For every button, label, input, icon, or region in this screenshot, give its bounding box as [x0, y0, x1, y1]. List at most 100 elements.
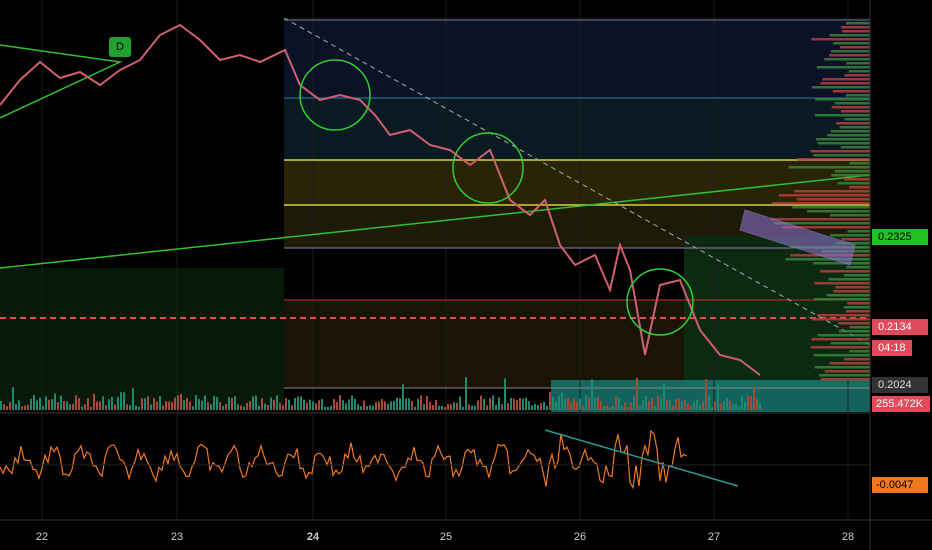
profile-bar [845, 22, 870, 25]
profile-bar [834, 170, 870, 173]
volume-bar [693, 402, 695, 410]
profile-bar [840, 46, 870, 49]
volume-bar [294, 397, 296, 410]
volume-bar [309, 399, 311, 410]
profile-bar [822, 78, 870, 81]
volume-bar [741, 395, 743, 410]
volume-bar [306, 402, 308, 410]
volume-bar [561, 392, 563, 410]
volume-bar [375, 402, 377, 410]
volume-bar [450, 404, 452, 410]
volume-bar [516, 400, 518, 410]
marker-label: D [116, 41, 124, 53]
volume-profile [770, 22, 870, 381]
profile-bar [846, 62, 870, 65]
volume-bar [330, 405, 332, 410]
volume-bar [222, 405, 224, 410]
profile-bar [830, 234, 870, 237]
profile-bar [838, 322, 870, 325]
profile-bar [849, 326, 870, 329]
volume-bar [429, 402, 431, 410]
volume-bar [423, 404, 425, 410]
profile-bar [839, 330, 870, 333]
volume-bar [285, 398, 287, 410]
volume-bar [591, 379, 593, 410]
volume-bar [204, 395, 206, 410]
profile-bar [824, 370, 870, 373]
volume-bar [507, 403, 509, 410]
profile-bar [841, 26, 870, 29]
volume-bar [240, 405, 242, 410]
profile-bar [828, 278, 870, 281]
profile-bar [835, 286, 870, 289]
volume-bar [153, 397, 155, 410]
volume-bar [645, 395, 647, 410]
volume-bar [3, 404, 5, 410]
profile-bar [812, 318, 870, 321]
volume-bar [165, 401, 167, 410]
volume-bar [636, 377, 638, 410]
volume-bar [378, 401, 380, 410]
profile-bar [839, 126, 870, 129]
volume-bar [654, 405, 656, 410]
profile-bar [844, 74, 870, 77]
volume-bar [144, 398, 146, 410]
volume-bar [720, 403, 722, 410]
volume-bar [105, 405, 107, 410]
volume-bar [150, 404, 152, 410]
profile-bar [788, 166, 870, 169]
volume-bar [351, 395, 353, 410]
volume-bar [663, 384, 665, 410]
volume-bar [639, 406, 641, 410]
volume-bar [573, 397, 575, 410]
volume-bar [477, 400, 479, 410]
volume-bar [717, 384, 719, 410]
zone [284, 18, 870, 98]
volume-bar [621, 405, 623, 410]
volume-bar [297, 396, 299, 410]
volume-bar [183, 400, 185, 410]
profile-bar [840, 110, 870, 113]
volume-bar [480, 395, 482, 410]
profile-bar [844, 358, 870, 361]
volume-bar [750, 396, 752, 410]
volume-bar [678, 398, 680, 410]
price-tag [872, 319, 928, 335]
profile-bar [830, 342, 870, 345]
volume-bar [321, 399, 323, 410]
profile-bar [820, 378, 870, 381]
profile-bar [771, 202, 870, 205]
volume-bar [729, 400, 731, 410]
volume-bar [312, 401, 314, 410]
volume-bar [456, 402, 458, 410]
volume-bar [582, 405, 584, 410]
volume-bar [333, 398, 335, 410]
profile-bar [813, 262, 870, 265]
volume-bar [714, 401, 716, 410]
volume-bar [732, 404, 734, 410]
volume-bar [381, 398, 383, 410]
x-axis-label: 28 [842, 531, 854, 543]
profile-bar [827, 134, 870, 137]
profile-bar [846, 266, 870, 269]
profile-bar [813, 154, 870, 157]
volume-bar [756, 398, 758, 410]
volume-bar [66, 401, 68, 410]
oscillator-label: -0.0047 [876, 479, 913, 491]
profile-bar [837, 182, 870, 185]
volume-bar [315, 403, 317, 410]
volume-bar [462, 406, 464, 410]
volume-bar [300, 396, 302, 410]
volume-bar [339, 395, 341, 410]
volume-bar [696, 399, 698, 410]
volume-bar [291, 405, 293, 410]
volume-bar [558, 396, 560, 410]
profile-bar [847, 230, 870, 233]
volume-bar [147, 396, 149, 410]
volume-bar [468, 404, 470, 410]
profile-bar [844, 178, 870, 181]
volume-bar [711, 406, 713, 410]
price-label: 0.2024 [878, 379, 912, 391]
volume-bar [549, 391, 551, 410]
volume-bar [576, 402, 578, 410]
